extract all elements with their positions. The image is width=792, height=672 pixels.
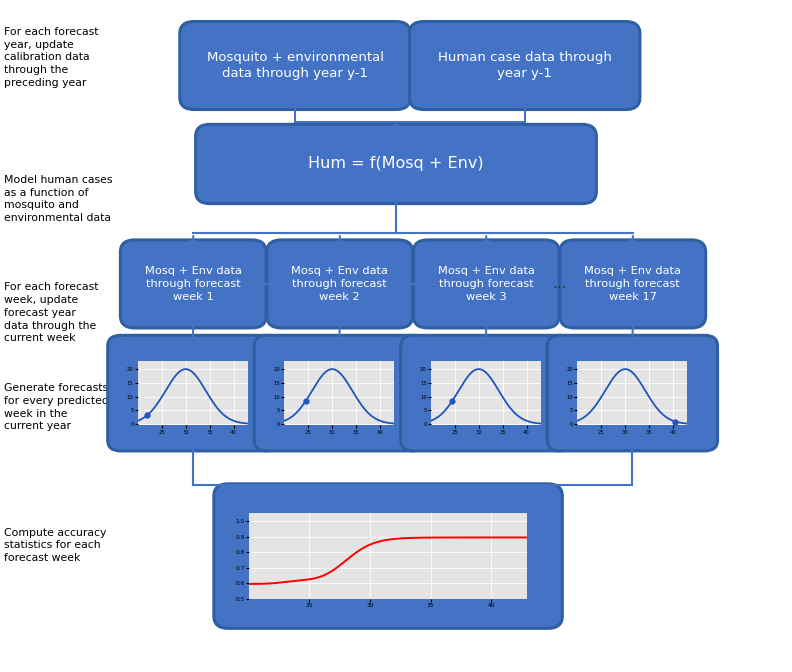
FancyBboxPatch shape: [409, 22, 640, 110]
Text: For each forecast
week, update
forecast year
data through the
current week: For each forecast week, update forecast …: [4, 282, 98, 343]
Text: Mosq + Env data
through forecast
week 1: Mosq + Env data through forecast week 1: [145, 266, 242, 302]
FancyBboxPatch shape: [180, 22, 410, 110]
FancyBboxPatch shape: [254, 335, 425, 451]
Text: Mosquito + environmental
data through year y-1: Mosquito + environmental data through ye…: [207, 51, 383, 80]
FancyBboxPatch shape: [214, 484, 562, 628]
Text: Model human cases
as a function of
mosquito and
environmental data: Model human cases as a function of mosqu…: [4, 175, 112, 223]
FancyBboxPatch shape: [547, 335, 718, 451]
FancyBboxPatch shape: [560, 240, 706, 328]
Text: Mosq + Env data
through forecast
week 3: Mosq + Env data through forecast week 3: [438, 266, 535, 302]
Text: Compute accuracy
statistics for each
forecast week: Compute accuracy statistics for each for…: [4, 528, 106, 563]
Text: Mosq + Env data
through forecast
week 2: Mosq + Env data through forecast week 2: [291, 266, 388, 302]
Text: Hum = f(Mosq + Env): Hum = f(Mosq + Env): [308, 157, 484, 171]
Text: For each forecast
year, update
calibration data
through the
preceding year: For each forecast year, update calibrati…: [4, 27, 98, 88]
FancyBboxPatch shape: [267, 240, 413, 328]
Text: Generate forecasts
for every predicted
week in the
current year: Generate forecasts for every predicted w…: [4, 383, 109, 431]
Text: Human case data through
year y-1: Human case data through year y-1: [438, 51, 611, 80]
FancyBboxPatch shape: [108, 335, 278, 451]
FancyBboxPatch shape: [401, 335, 571, 451]
FancyBboxPatch shape: [413, 240, 559, 328]
Text: Mosq + Env data
through forecast
week 17: Mosq + Env data through forecast week 17: [584, 266, 681, 302]
FancyBboxPatch shape: [196, 124, 596, 204]
Text: ...: ...: [552, 276, 567, 292]
FancyBboxPatch shape: [120, 240, 266, 328]
